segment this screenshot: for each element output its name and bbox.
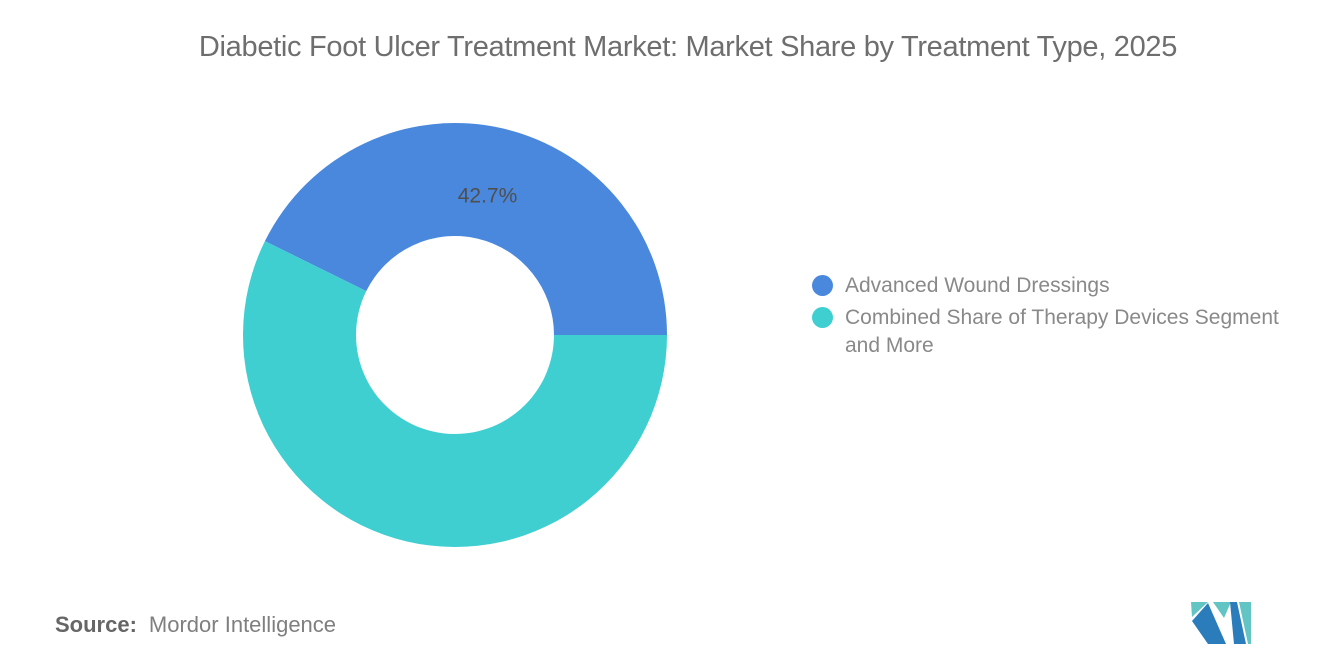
legend-item-label: Advanced Wound Dressings	[845, 274, 1110, 297]
logo-teal-triangle-middle	[1213, 602, 1231, 618]
pie-slice-combined-share-of-therapy-devices-segment-and-more[interactable]	[242, 241, 667, 548]
legend-item[interactable]: Advanced Wound Dressings	[812, 272, 1315, 300]
chart-title: Diabetic Foot Ulcer Treatment Market: Ma…	[198, 31, 1178, 63]
legend-marker-circle	[812, 275, 833, 296]
source-prefix-label: Source:	[55, 612, 137, 637]
chart-legend: Advanced Wound Dressings Combined Share …	[812, 272, 1315, 360]
logo-teal-triangle-left	[1191, 602, 1208, 617]
donut-chart: 42.7%	[225, 105, 685, 565]
logo-blue-diagonal-left	[1192, 603, 1226, 644]
source-text: Mordor Intelligence	[148, 612, 337, 637]
mordor-intelligence-logo	[1191, 602, 1251, 644]
donut-chart-svg: 42.7%	[242, 123, 667, 548]
source-line: Source: Mordor Intelligence	[55, 612, 336, 638]
pie-slice-advanced-wound-dressings[interactable]	[264, 123, 667, 335]
legend-item-label: Combined Share of Therapy Devices Segmen…	[845, 306, 1279, 357]
legend-item[interactable]: Combined Share of Therapy Devices Segmen…	[812, 304, 1315, 360]
slice-value-label: 42.7%	[458, 185, 518, 208]
logo-blue-diagonal-right	[1230, 602, 1246, 644]
legend-marker-circle	[812, 307, 833, 328]
logo-teal-bar-right	[1239, 602, 1251, 644]
